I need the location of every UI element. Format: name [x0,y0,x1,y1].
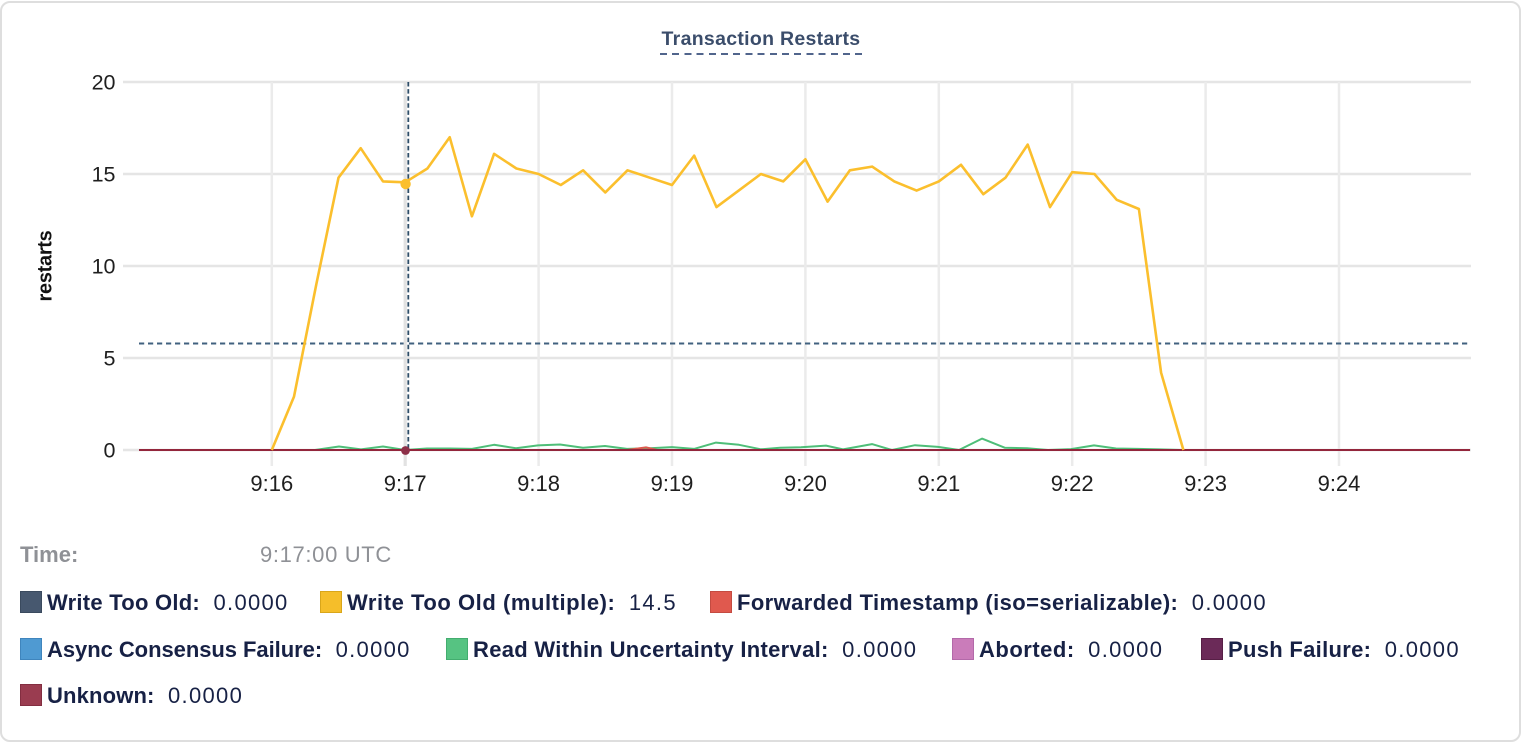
svg-text:9:17: 9:17 [384,471,427,496]
svg-text:9:19: 9:19 [651,471,694,496]
svg-text:9:20: 9:20 [784,471,827,496]
svg-text:9:24: 9:24 [1318,471,1361,496]
svg-text:10: 10 [92,255,116,279]
svg-text:restarts: restarts [35,230,57,301]
svg-text:9:18: 9:18 [517,471,560,496]
svg-text:9:16: 9:16 [250,471,293,496]
svg-text:9:22: 9:22 [1051,471,1094,496]
svg-text:9:21: 9:21 [917,471,960,496]
svg-text:9:23: 9:23 [1184,471,1227,496]
svg-text:5: 5 [104,347,116,371]
svg-text:0: 0 [104,439,116,463]
svg-text:15: 15 [92,163,116,187]
svg-text:20: 20 [92,71,116,95]
